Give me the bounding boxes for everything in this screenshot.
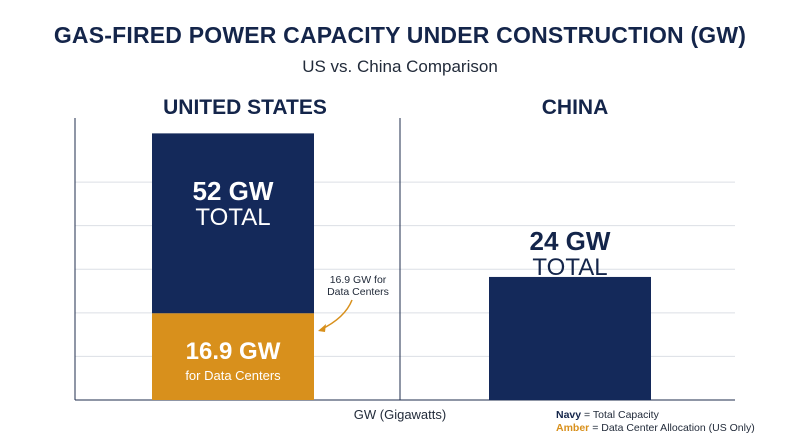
china-total-word: TOTAL: [532, 254, 608, 281]
legend: Navy = Total Capacity Amber = Data Cente…: [556, 409, 755, 435]
category-label-us: UNITED STATES: [163, 96, 327, 119]
china-total-value: 24 GW: [529, 226, 611, 256]
legend-key-navy: Navy: [556, 409, 582, 421]
x-axis-label: GW (Gigawatts): [353, 407, 447, 422]
chart-title: GAS-FIRED POWER CAPACITY UNDER CONSTRUCT…: [53, 22, 747, 48]
bar-us-datacenter: [152, 313, 314, 400]
us-datacenter-word: for Data Centers: [185, 368, 281, 383]
legend-item-navy: Navy = Total Capacity: [556, 409, 755, 422]
annotation-line-2: Data Centers: [327, 286, 389, 298]
category-label-china: CHINA: [541, 96, 609, 119]
us-datacenter-value: 16.9 GW: [185, 338, 281, 365]
legend-item-amber: Amber = Data Center Allocation (US Only): [556, 422, 755, 435]
legend-text-amber: = Data Center Allocation (US Only): [592, 422, 755, 434]
china-total-label: 24 GW TOTAL: [489, 228, 651, 280]
us-datacenter-label: 16.9 GW for Data Centers: [152, 338, 314, 383]
bar-us-total: [152, 133, 314, 314]
legend-text-navy: = Total Capacity: [584, 409, 659, 421]
legend-key-amber: Amber: [556, 422, 590, 434]
annotation-arrowhead: [318, 324, 326, 332]
datacenter-annotation: 16.9 GW for Data Centers: [318, 274, 398, 298]
us-total-label: 52 GW TOTAL: [152, 178, 314, 230]
us-total-value: 52 GW: [192, 176, 274, 206]
bar-china-total: [489, 276, 651, 400]
annotation-line-1: 16.9 GW for: [329, 274, 387, 286]
us-total-word: TOTAL: [195, 204, 271, 231]
chart-subtitle: US vs. China Comparison: [302, 57, 498, 76]
